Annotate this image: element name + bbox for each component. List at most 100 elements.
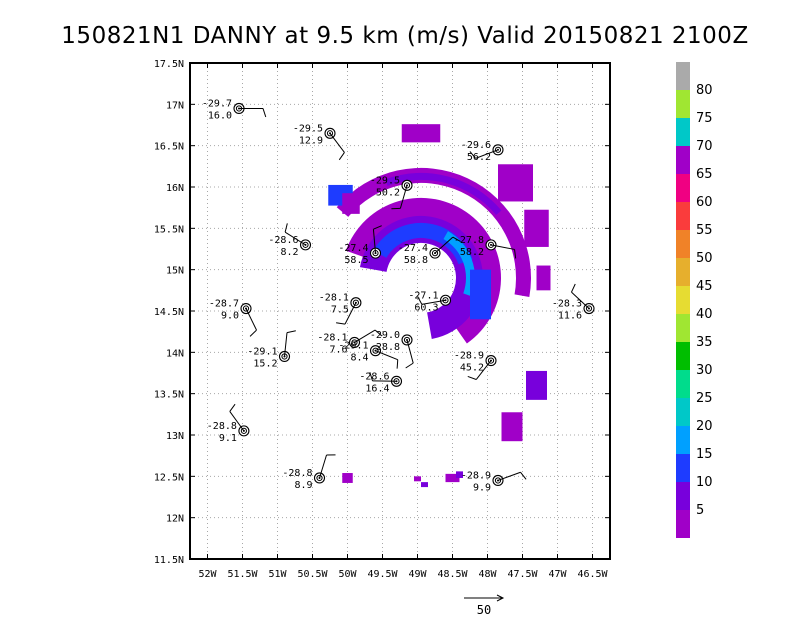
station-marker: -29.028.8 — [370, 330, 414, 369]
station-marker: -28.17.5 — [319, 293, 362, 325]
colorbar-label: 50 — [696, 251, 713, 266]
station-marker: -28.68.2 — [268, 223, 312, 258]
colorbar-label: 5 — [696, 503, 704, 518]
y-tick-label: 12N — [166, 514, 184, 525]
colorbar-swatch — [676, 510, 690, 538]
x-axis-ticks: 52W 51.5W 51W 50.5W 50W 49.5W 49W 48.5W 48W 47.5W… — [198, 63, 609, 580]
station-wind-speed: 58.2 — [460, 247, 484, 258]
wind-barb-flag — [373, 225, 382, 230]
station-temperature: -28.1 — [317, 332, 347, 343]
station-temperature: -28.9 — [461, 470, 491, 481]
station-plots: -29.716.0-29.512.9-29.550.2-29.656.2-28.… — [202, 98, 595, 493]
station-wind-speed: 50.2 — [376, 187, 400, 198]
x-tick-label: 50.5W — [297, 569, 328, 580]
colorbar-label: 30 — [696, 363, 713, 378]
wind-barb-staff — [319, 454, 327, 479]
colorbar-label: 10 — [696, 475, 713, 490]
station-wind-speed: 12.9 — [299, 135, 323, 146]
station-temperature: -28.8 — [207, 421, 237, 432]
station-wind-speed: 16.4 — [365, 383, 389, 394]
station-marker: -28.89.1 — [207, 403, 250, 444]
field-patch — [501, 412, 523, 442]
y-tick-label: 17N — [166, 100, 184, 111]
station-wind-speed: 9.0 — [221, 311, 239, 322]
station-temperature: -28.8 — [282, 468, 312, 479]
y-tick-label: 14N — [166, 348, 184, 359]
station-marker: -28.88.9 — [282, 454, 336, 491]
x-tick-label: 47.5W — [507, 569, 538, 580]
station-temperature: -29.5 — [293, 123, 323, 134]
wind-barb-staff — [475, 360, 492, 380]
station-temperature: -29.0 — [370, 330, 400, 341]
station-marker: -28.616.4 — [359, 371, 403, 394]
station-wind-speed: 7.6 — [329, 344, 347, 355]
station-marker: -29.18.4 — [338, 341, 399, 369]
wind-barb-staff — [344, 302, 357, 325]
colorbar-label: 80 — [696, 83, 713, 98]
station-marker: -27.458.5 — [338, 225, 382, 266]
station-marker: -29.512.9 — [293, 123, 345, 161]
colorbar-swatch — [676, 482, 690, 510]
station-marker: -28.311.6 — [552, 283, 595, 322]
station-ring-inner — [431, 250, 439, 257]
wind-barb-staff — [434, 236, 454, 254]
y-axis-ticks: 11.5N 12N 12.5N 13N 13.5N 14N 14.5N 15N 15.5N 16N… — [154, 59, 610, 566]
colorbar-swatch — [676, 174, 690, 202]
station-wind-speed: 8.9 — [294, 480, 312, 491]
station-ring-inner — [326, 130, 334, 137]
wind-barb-staff — [475, 149, 499, 159]
wind-speed-field — [328, 124, 551, 488]
colorbar-swatch — [676, 230, 690, 258]
wind-barb-staff — [372, 229, 376, 254]
band-core-inner — [443, 231, 475, 297]
wind-barb-flag — [286, 330, 296, 334]
station-wind-speed: 60.3 — [414, 302, 438, 313]
station-wind-speed: 58.8 — [404, 255, 428, 266]
wind-barb-staff — [399, 185, 408, 209]
x-tick-label: 48W — [478, 569, 497, 580]
station-ring-inner — [316, 474, 323, 482]
wind-barb-staff — [354, 329, 376, 343]
station-marker: -28.17.6 — [317, 329, 383, 355]
colorbar-swatch — [676, 146, 690, 174]
x-tick-label: 49W — [408, 569, 427, 580]
station-temperature: -29.6 — [461, 140, 491, 151]
field-patch — [342, 193, 360, 214]
colorbar-label: 35 — [696, 335, 713, 350]
station-ring-inner — [403, 336, 411, 344]
field-patch — [414, 476, 421, 482]
colorbar-label: 75 — [696, 111, 713, 126]
station-marker: -27.160.3 — [408, 290, 452, 313]
y-tick-label: 16N — [166, 183, 184, 194]
field-patch — [526, 370, 547, 400]
x-tick-label: 51W — [268, 569, 287, 580]
reference-vector-label: 50 — [477, 603, 491, 617]
station-temperature: -29.7 — [202, 98, 232, 109]
station-wind-speed: 8.2 — [280, 247, 298, 258]
wind-barb-flag — [417, 296, 423, 305]
reference-vector: 50 — [464, 594, 505, 617]
wind-barb-flag — [520, 471, 527, 480]
colorbar-swatch — [676, 314, 690, 342]
colorbar-label: 15 — [696, 447, 713, 462]
wind-barb-flag — [338, 152, 345, 161]
wind-barb-staff — [421, 299, 446, 305]
station-temperature: -28.6 — [268, 235, 298, 246]
station-temperature: -29.1 — [338, 341, 368, 352]
reference-arrow-head — [496, 594, 505, 602]
y-tick-label: 13.5N — [154, 390, 184, 401]
station-ring-inner — [403, 182, 411, 189]
wind-barb-flag — [336, 322, 346, 325]
wind-barb-flag — [396, 359, 399, 369]
y-tick-label: 17.5N — [154, 59, 184, 70]
x-tick-label: 50W — [338, 569, 357, 580]
station-temperature: -27.4 — [398, 243, 428, 254]
color-bar: 5 10 15 20 25 30 35 40 45 50 55 60 65 70 75 80 — [676, 62, 713, 538]
field-patch — [536, 265, 551, 291]
wind-barb-staff — [284, 332, 288, 357]
station-temperature: -28.1 — [319, 293, 349, 304]
colorbar-label: 70 — [696, 139, 713, 154]
station-wind-speed: 9.1 — [219, 433, 237, 444]
station-ring-inner — [302, 241, 309, 248]
